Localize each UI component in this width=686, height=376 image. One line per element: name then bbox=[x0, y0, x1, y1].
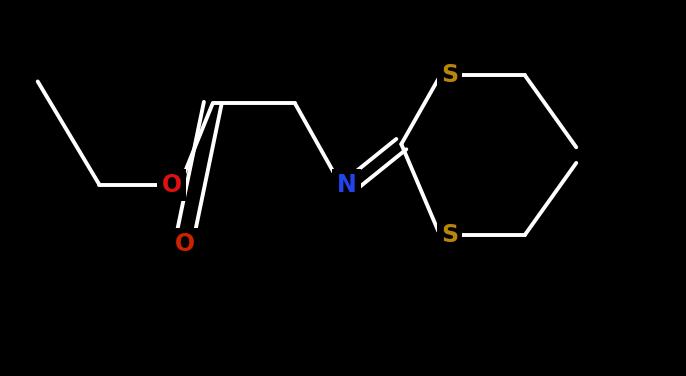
Text: S: S bbox=[441, 223, 458, 247]
Text: O: O bbox=[175, 232, 196, 256]
Text: N: N bbox=[337, 173, 356, 197]
Text: O: O bbox=[161, 173, 182, 197]
Text: S: S bbox=[441, 63, 458, 87]
